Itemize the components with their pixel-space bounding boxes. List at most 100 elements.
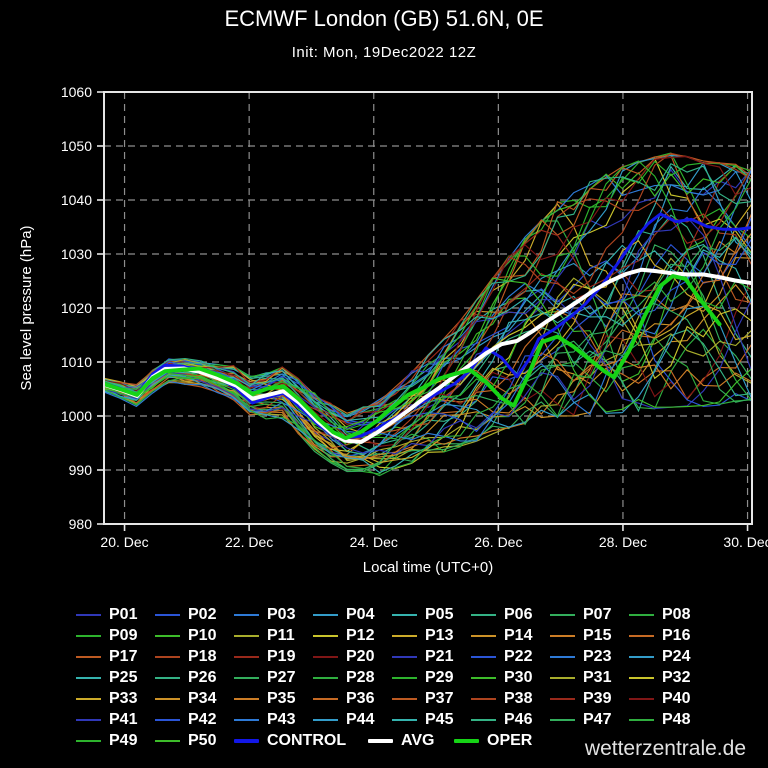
highlight-series	[104, 212, 752, 444]
legend-row: P09 P10 P11 P12 P13 P14 P15 P16	[76, 625, 736, 646]
legend-swatch	[392, 613, 417, 616]
legend-label: P31	[583, 668, 612, 686]
ensemble-member-line	[104, 216, 752, 455]
legend-label: P37	[425, 689, 454, 707]
legend-row: P01 P02 P03 P04 P05 P06 P07 P08	[76, 604, 736, 625]
legend-item-p35: P35	[234, 690, 313, 708]
legend-swatch	[155, 634, 180, 637]
oper-line	[104, 274, 722, 441]
legend-swatch	[454, 738, 479, 743]
legend-swatch	[392, 697, 417, 700]
legend-item-p34: P34	[155, 690, 234, 708]
ensemble-member-line	[104, 168, 752, 442]
legend-item-p28: P28	[313, 669, 392, 687]
legend-item-p40: P40	[629, 690, 708, 708]
legend-label: P43	[267, 710, 296, 728]
x-axis-label: Local time (UTC+0)	[363, 559, 493, 576]
legend-label: P25	[109, 668, 138, 686]
legend-item-oper: OPER	[454, 732, 533, 750]
legend-swatch	[392, 655, 417, 658]
legend-swatch	[629, 634, 654, 637]
legend-row: P33 P34 P35 P36 P37 P38 P39 P40	[76, 688, 736, 709]
legend-swatch	[313, 634, 338, 637]
legend-label: CONTROL	[267, 731, 347, 749]
legend-item-p38: P38	[471, 690, 550, 708]
legend-item-p36: P36	[313, 690, 392, 708]
legend-label: P05	[425, 605, 454, 623]
legend-item-p07: P07	[550, 606, 629, 624]
legend-row: P41 P42 P43 P44 P45 P46 P47 P48	[76, 709, 736, 730]
legend-item-p23: P23	[550, 648, 629, 666]
legend-swatch	[471, 676, 496, 679]
legend-item-p04: P04	[313, 606, 392, 624]
legend-swatch	[76, 718, 101, 721]
legend-label: P11	[267, 626, 295, 644]
legend-row: P17 P18 P19 P20 P21 P22 P23 P24	[76, 646, 736, 667]
chart-subtitle: Init: Mon, 19Dec2022 12Z	[291, 44, 477, 61]
pressure-chart: 980 990 1000 1010 1020 1030 1040 1050 1060 20. De…	[18, 84, 768, 576]
legend-swatch	[629, 676, 654, 679]
legend-label: P35	[267, 689, 296, 707]
legend-item-p21: P21	[392, 648, 471, 666]
legend-swatch	[392, 676, 417, 679]
x-tick-label: 26. Dec	[474, 534, 522, 550]
legend-swatch	[234, 655, 259, 658]
legend-swatch	[76, 676, 101, 679]
y-axis-label: Sea level pressure (hPa)	[18, 225, 35, 390]
legend-label: P20	[346, 647, 375, 665]
legend-label: P16	[662, 626, 691, 644]
legend-label: P34	[188, 689, 217, 707]
legend-item-p14: P14	[471, 627, 550, 645]
legend-swatch	[313, 613, 338, 616]
legend-item-p44: P44	[313, 711, 392, 729]
legend-item-p18: P18	[155, 648, 234, 666]
legend-item-p46: P46	[471, 711, 550, 729]
legend-label: P40	[662, 689, 691, 707]
legend-item-p50: P50	[155, 732, 234, 750]
legend-label: P15	[583, 626, 612, 644]
legend-swatch	[550, 718, 575, 721]
ensemble-member-line	[104, 240, 752, 464]
legend-label: P27	[267, 668, 296, 686]
legend-swatch	[76, 634, 101, 637]
legend-item-p33: P33	[76, 690, 155, 708]
legend-swatch	[629, 613, 654, 616]
legend-row: P49 P50 CONTROL AVG OPER	[76, 730, 736, 751]
legend-item-p11: P11	[234, 627, 313, 645]
plot-frame	[103, 91, 753, 525]
ensemble-member-line	[104, 305, 752, 460]
legend-label: P28	[346, 668, 375, 686]
legend-item-p45: P45	[392, 711, 471, 729]
legend-item-p06: P06	[471, 606, 550, 624]
legend-swatch	[550, 676, 575, 679]
legend-swatch	[471, 718, 496, 721]
ensemble-member-line	[104, 247, 752, 459]
legend-swatch	[629, 697, 654, 700]
legend-label: P38	[504, 689, 533, 707]
legend-item-p20: P20	[313, 648, 392, 666]
legend-swatch	[234, 676, 259, 679]
legend-label: P10	[188, 626, 217, 644]
legend-label: P09	[109, 626, 138, 644]
legend-item-p02: P02	[155, 606, 234, 624]
legend-label: P47	[583, 710, 612, 728]
legend-label: P50	[188, 731, 217, 749]
legend-item-p03: P03	[234, 606, 313, 624]
legend-item-p19: P19	[234, 648, 313, 666]
legend-label: P21	[425, 647, 454, 665]
legend-label: P08	[662, 605, 691, 623]
legend-swatch	[629, 718, 654, 721]
chart-title: ECMWF London (GB) 51.6N, 0E	[224, 6, 544, 31]
legend-label: P41	[109, 710, 138, 728]
y-tick-label: 1000	[61, 408, 92, 424]
y-tick-label: 1010	[61, 354, 92, 370]
legend-label: P44	[346, 710, 375, 728]
ensemble-member-line	[104, 244, 752, 462]
y-tick-label: 1040	[61, 192, 92, 208]
legend-label: P49	[109, 731, 138, 749]
legend-label: P30	[504, 668, 533, 686]
legend-label: P42	[188, 710, 217, 728]
legend-swatch	[313, 676, 338, 679]
y-tick-label: 990	[69, 462, 93, 478]
legend-item-p47: P47	[550, 711, 629, 729]
